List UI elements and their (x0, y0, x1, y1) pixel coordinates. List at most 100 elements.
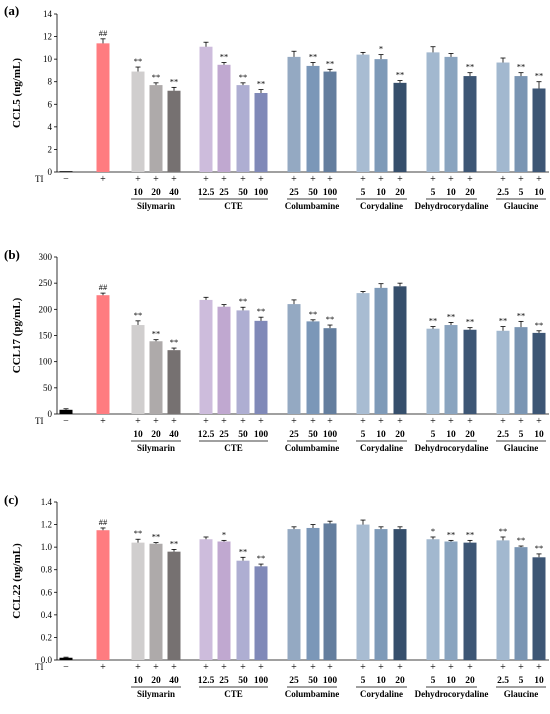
y-axis-label: CCL17 (pg/mL) (11, 297, 23, 373)
dose-label: 20 (151, 430, 161, 440)
dose-label: 20 (151, 188, 161, 198)
ti-symbol: + (518, 416, 524, 427)
group-label: Dehydrocorydaline (415, 443, 489, 453)
ti-symbol: + (240, 416, 246, 427)
dose-label: 20 (151, 676, 161, 686)
bar (131, 325, 145, 414)
significance-mark: ** (134, 528, 143, 538)
bar (514, 547, 528, 660)
ti-symbol: + (397, 662, 403, 673)
ti-symbol: + (221, 174, 227, 185)
dose-label: 10 (534, 188, 544, 198)
ti-symbol: + (500, 174, 506, 185)
panel-label: (b) (4, 247, 20, 262)
bar (444, 325, 458, 414)
y-tick-label: 1.4 (41, 497, 53, 507)
ti-symbol: + (100, 662, 106, 673)
group-label: Columbamine (285, 443, 340, 453)
dose-label: 20 (395, 676, 405, 686)
bar (514, 327, 528, 414)
bar (199, 299, 213, 414)
ti-symbol: + (153, 416, 159, 427)
dose-label: 5 (431, 430, 436, 440)
bar (444, 56, 458, 173)
bar (236, 560, 250, 660)
ti-symbol: + (171, 662, 177, 673)
y-tick-label: 0.4 (41, 610, 53, 620)
bar (496, 62, 510, 172)
dose-label: 20 (465, 676, 475, 686)
bar (323, 523, 337, 660)
group-label: Silymarin (137, 443, 175, 453)
y-tick-label: 2 (48, 144, 53, 154)
group-label: Glaucine (504, 201, 539, 211)
bar (96, 295, 110, 414)
y-tick-label: 0.0 (41, 655, 53, 665)
y-tick-label: 1.2 (41, 520, 52, 530)
ti-symbol: + (518, 174, 524, 185)
ti-symbol: + (448, 174, 454, 185)
bar (532, 557, 546, 660)
significance-mark: ** (326, 314, 335, 324)
group-label: Columbamine (285, 689, 340, 699)
dose-label: 10 (133, 188, 143, 198)
y-tick-label: 0.8 (41, 565, 53, 575)
ti-label: TI (35, 662, 44, 672)
ti-symbol: + (310, 662, 316, 673)
dose-label: 40 (169, 430, 179, 440)
dose-label: 25 (219, 676, 229, 686)
ti-symbol: + (291, 174, 297, 185)
y-tick-label: 0 (48, 409, 53, 419)
bar (167, 90, 181, 172)
bar (532, 88, 546, 172)
ti-symbol: + (430, 662, 436, 673)
y-tick-label: 6 (48, 99, 53, 109)
dose-label: 50 (238, 188, 248, 198)
significance-mark: ** (447, 311, 456, 321)
dose-label: 50 (238, 430, 248, 440)
significance-mark: ** (466, 317, 475, 327)
bar (444, 541, 458, 660)
ti-symbol: + (536, 662, 542, 673)
ti-symbol: + (467, 174, 473, 185)
bar (287, 56, 301, 173)
ti-symbol: + (360, 174, 366, 185)
ti-symbol: + (430, 416, 436, 427)
bar (96, 43, 110, 172)
bar (463, 542, 477, 660)
ti-symbol: + (135, 662, 141, 673)
bar (356, 54, 370, 172)
significance-mark: ** (257, 79, 266, 89)
dose-label: 100 (254, 676, 269, 686)
group-label: CTE (224, 689, 243, 699)
dose-label: 10 (534, 676, 544, 686)
dose-label: 50 (308, 188, 318, 198)
significance-mark: ## (99, 28, 108, 38)
dose-label: 40 (169, 676, 179, 686)
significance-mark: ** (239, 72, 248, 82)
significance-mark: ** (239, 296, 248, 306)
y-tick-label: 1.0 (41, 542, 53, 552)
dose-label: 100 (323, 676, 338, 686)
ti-symbol: + (100, 174, 106, 185)
bar (306, 321, 320, 414)
bar (217, 64, 231, 172)
dose-label: 25 (289, 430, 299, 440)
dose-label: 5 (361, 430, 366, 440)
bar (167, 350, 181, 414)
dose-label: 10 (446, 430, 456, 440)
bar (59, 171, 73, 172)
ti-symbol: + (360, 662, 366, 673)
bar (426, 52, 440, 172)
dose-label: 10 (376, 676, 386, 686)
group-label: CTE (224, 201, 243, 211)
bar (254, 566, 268, 660)
y-tick-label: 0.6 (41, 587, 53, 597)
significance-mark: ** (499, 526, 508, 536)
dose-label: 100 (254, 188, 269, 198)
ti-symbol: + (518, 662, 524, 673)
ti-symbol: + (135, 416, 141, 427)
dose-label: 100 (323, 430, 338, 440)
significance-mark: ** (517, 310, 526, 320)
